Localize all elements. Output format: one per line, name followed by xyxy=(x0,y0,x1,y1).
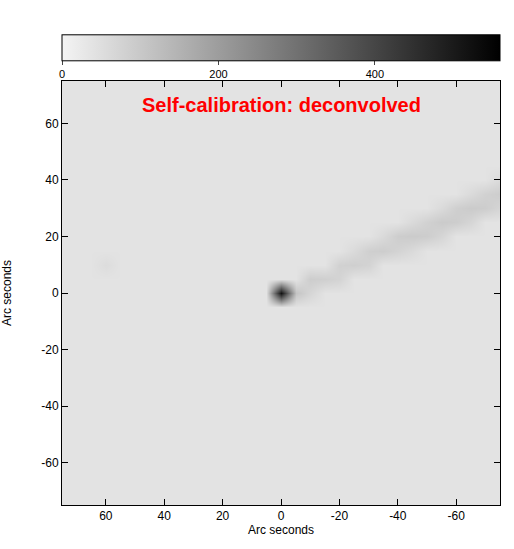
svg-text:60: 60 xyxy=(45,117,59,131)
svg-text:Self-calibration: deconvolved: Self-calibration: deconvolved xyxy=(142,94,421,116)
svg-text:0: 0 xyxy=(52,286,59,300)
svg-text:-60: -60 xyxy=(41,456,59,470)
svg-text:-20: -20 xyxy=(41,343,59,357)
svg-text:20: 20 xyxy=(45,230,59,244)
svg-text:400: 400 xyxy=(366,68,384,80)
svg-text:Arc seconds: Arc seconds xyxy=(0,260,14,326)
svg-text:0: 0 xyxy=(59,68,65,80)
svg-text:Arc seconds: Arc seconds xyxy=(248,523,314,537)
svg-text:40: 40 xyxy=(45,173,59,187)
svg-text:-40: -40 xyxy=(389,509,407,523)
svg-text:-20: -20 xyxy=(331,509,349,523)
svg-text:60: 60 xyxy=(99,509,113,523)
svg-text:40: 40 xyxy=(158,509,172,523)
svg-text:-40: -40 xyxy=(41,399,59,413)
svg-text:20: 20 xyxy=(216,509,230,523)
svg-text:200: 200 xyxy=(209,68,227,80)
svg-text:0: 0 xyxy=(278,509,285,523)
svg-text:-60: -60 xyxy=(448,509,466,523)
